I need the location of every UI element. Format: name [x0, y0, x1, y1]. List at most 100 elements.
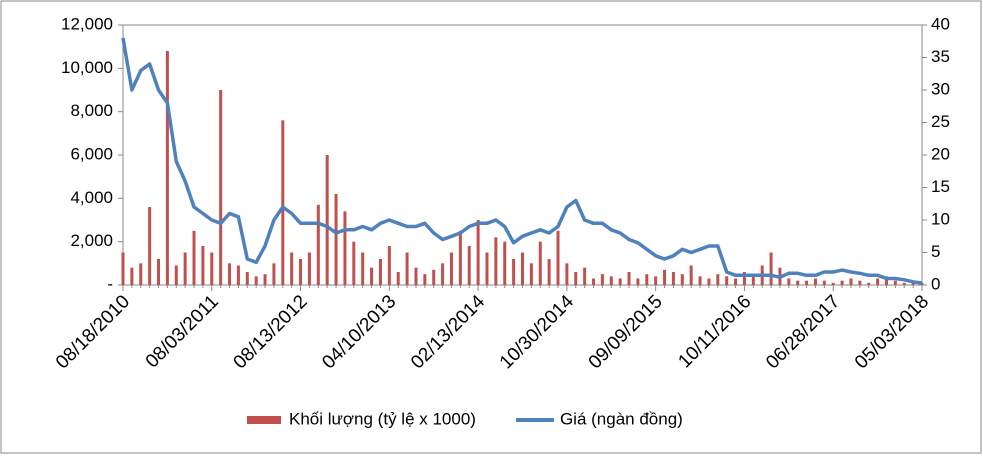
- bar: [121, 252, 125, 285]
- bar: [529, 263, 533, 285]
- bar: [165, 51, 169, 285]
- bar: [725, 276, 729, 285]
- bar: [503, 241, 507, 285]
- bar: [654, 276, 658, 285]
- bar: [414, 267, 418, 285]
- bar: [361, 252, 365, 285]
- bar: [228, 263, 232, 285]
- bar: [494, 237, 498, 285]
- bar: [876, 278, 880, 285]
- y2-tick-label: 20: [931, 144, 950, 163]
- bar: [920, 282, 924, 285]
- bar: [547, 259, 551, 285]
- bar: [130, 267, 134, 285]
- bar: [272, 263, 276, 285]
- bar: [565, 263, 569, 285]
- bar: [281, 120, 285, 285]
- bar: [139, 263, 143, 285]
- bar: [769, 252, 773, 285]
- bar: [378, 259, 382, 285]
- bar: [609, 276, 613, 285]
- bar: [263, 274, 267, 285]
- y2-tick-label: 35: [931, 47, 950, 66]
- legend-swatch: [247, 416, 281, 424]
- bar: [521, 252, 524, 285]
- bar: [680, 274, 684, 285]
- bar: [423, 274, 427, 285]
- bar: [538, 241, 542, 285]
- bar: [334, 194, 338, 285]
- bar: [432, 269, 436, 285]
- bar: [627, 272, 631, 285]
- bar: [663, 269, 667, 285]
- bar: [742, 272, 746, 285]
- y2-tick-label: 5: [931, 242, 940, 261]
- legend-label: Giá (ngàn đồng): [560, 409, 683, 428]
- bar: [405, 252, 409, 285]
- bar: [698, 276, 702, 285]
- bar: [485, 252, 489, 285]
- bar: [813, 278, 817, 285]
- bar: [618, 278, 622, 285]
- y-tick-label: -: [107, 274, 113, 293]
- bar: [858, 280, 862, 285]
- y-tick-label: 10,000: [61, 58, 113, 77]
- bar: [254, 276, 258, 285]
- y2-tick-label: 0: [931, 274, 940, 293]
- bar: [574, 272, 578, 285]
- y-tick-label: 12,000: [61, 14, 113, 33]
- bar: [831, 282, 835, 285]
- bar: [556, 230, 560, 285]
- bar: [867, 282, 871, 285]
- bar: [290, 252, 294, 285]
- bar: [307, 252, 311, 285]
- bar: [645, 274, 649, 285]
- bar: [148, 207, 152, 285]
- y2-tick-label: 10: [931, 209, 950, 228]
- bar: [707, 278, 711, 285]
- bar: [343, 211, 347, 285]
- bar: [592, 278, 596, 285]
- bar: [822, 280, 826, 285]
- bar: [245, 272, 249, 285]
- price-line: [121, 37, 923, 285]
- bar: [201, 246, 205, 285]
- y-tick-label: 2,000: [70, 231, 113, 250]
- y2-tick-label: 15: [931, 177, 950, 196]
- bar: [849, 278, 853, 285]
- bar: [299, 259, 303, 285]
- y2-tick-label: 30: [931, 79, 950, 98]
- bar: [219, 90, 223, 285]
- bar: [157, 259, 161, 285]
- bar: [902, 282, 906, 285]
- y2-tick-label: 40: [931, 14, 950, 33]
- bar: [467, 246, 471, 285]
- bar: [236, 265, 240, 285]
- bar: [840, 280, 844, 285]
- bar: [183, 252, 187, 285]
- bar: [734, 278, 738, 285]
- bar: [316, 204, 320, 285]
- bar: [174, 265, 178, 285]
- bar: [352, 241, 356, 285]
- bar: [751, 274, 755, 285]
- bar: [583, 267, 587, 285]
- bar: [210, 252, 214, 285]
- bar: [671, 272, 675, 285]
- bar: [636, 278, 640, 285]
- y-tick-label: 4,000: [70, 188, 113, 207]
- y2-tick-label: 25: [931, 112, 950, 131]
- bar: [512, 259, 516, 285]
- bar: [192, 230, 196, 285]
- bar: [476, 220, 480, 285]
- bar: [893, 280, 897, 285]
- bar: [787, 278, 791, 285]
- bar: [396, 272, 400, 285]
- bar: [441, 263, 445, 285]
- bar: [370, 267, 374, 285]
- bar: [911, 282, 915, 285]
- bar: [325, 155, 329, 285]
- y-tick-label: 6,000: [70, 144, 113, 163]
- y-tick-label: 8,000: [70, 101, 113, 120]
